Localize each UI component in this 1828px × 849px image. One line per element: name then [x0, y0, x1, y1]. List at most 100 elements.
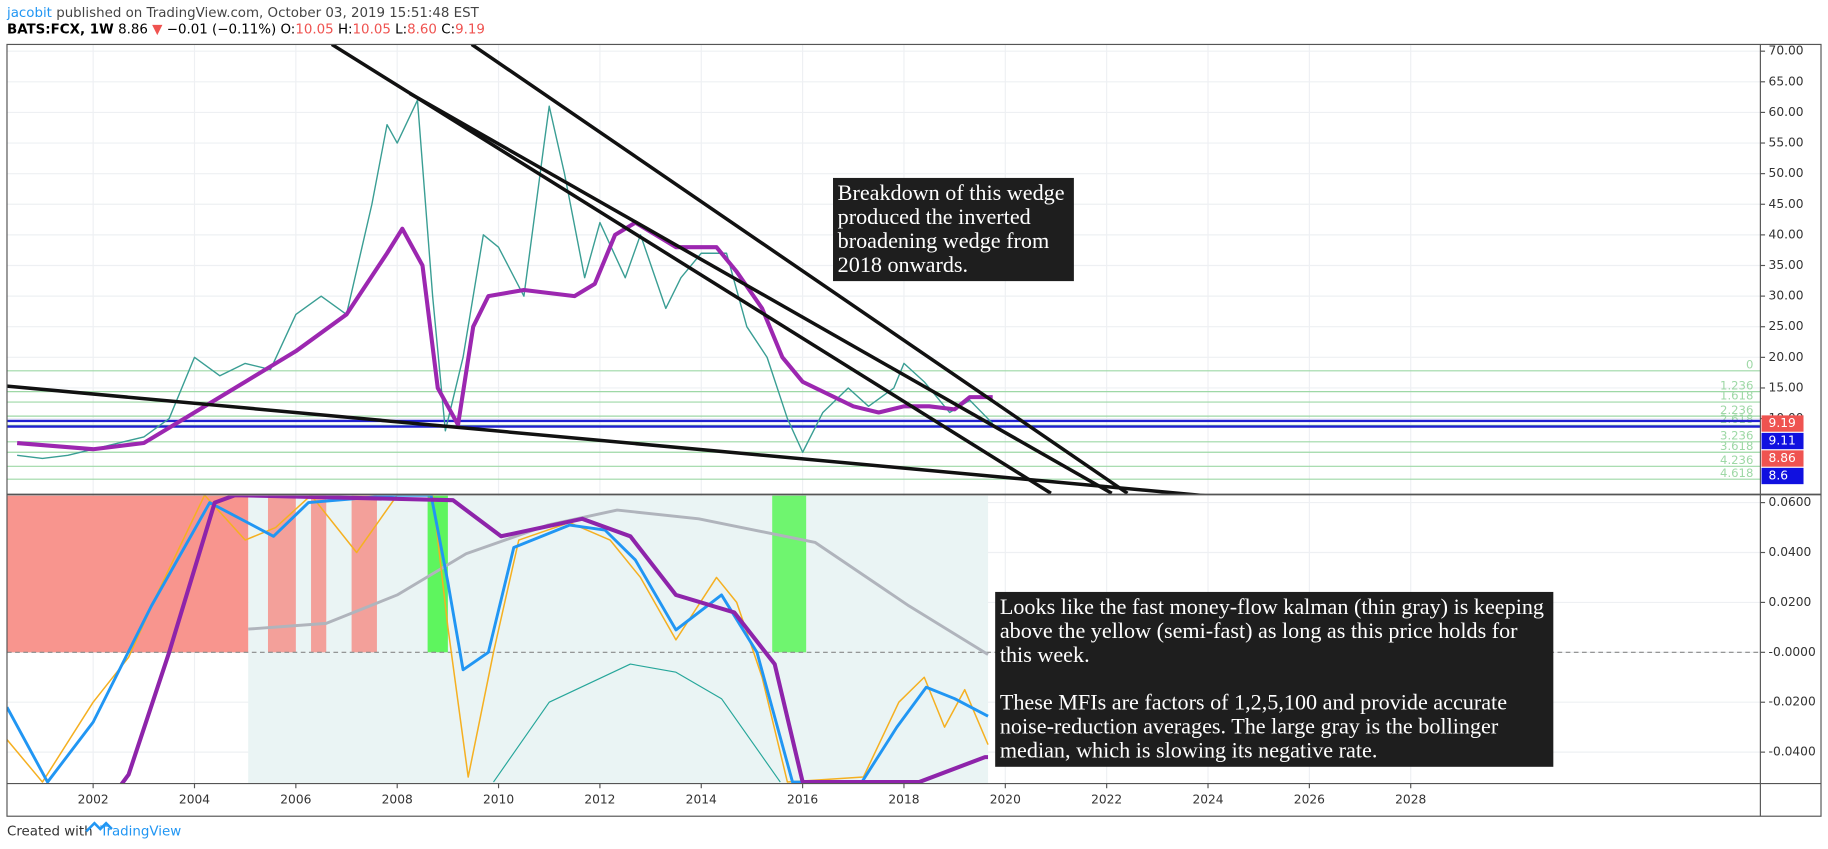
published: published on TradingView.com, October 03…	[52, 6, 480, 21]
change-arrow: ▼	[152, 22, 163, 37]
series-line	[6, 495, 989, 783]
annotation-text: Breakdown of this wedge	[838, 180, 1065, 205]
trendline	[409, 91, 1113, 495]
y-tick-label: 50.00	[1769, 166, 1804, 180]
x-tick-label: 2006	[280, 792, 311, 806]
y-tick-label: 40.00	[1769, 227, 1804, 241]
fib-label: 2.618	[1720, 412, 1753, 426]
annotation-text: produced the inverted	[838, 204, 1031, 229]
annotation-text: median, which is slowing its negative ra…	[1000, 737, 1378, 762]
low: 8.60	[407, 22, 437, 37]
foreground-layer: 10.0015.0020.0025.0030.0035.0040.0045.00…	[78, 44, 1816, 807]
change: −0.01 (−0.11%)	[167, 22, 277, 37]
x-tick-label: 2014	[686, 792, 717, 806]
high-label: H:	[338, 22, 353, 37]
price-label-box	[1761, 432, 1804, 450]
brand-logo	[85, 821, 113, 833]
trendline	[6, 384, 1206, 495]
annotation-text: These MFIs are factors of 1,2,5,100 and …	[1000, 690, 1507, 715]
series-line	[119, 495, 989, 784]
zone	[427, 495, 448, 653]
series-line	[17, 99, 994, 460]
series-line	[493, 663, 781, 783]
zone	[772, 495, 807, 653]
close-label: C:	[441, 22, 455, 37]
annotation-box	[995, 591, 1554, 767]
annotation-text: Looks like the fast money-flow kalman (t…	[1000, 594, 1544, 619]
y-tick-label: 0.0200	[1769, 595, 1812, 609]
fib-label: 4.618	[1720, 466, 1753, 480]
x-tick-label: 2028	[1395, 792, 1426, 806]
zone	[311, 495, 327, 653]
x-tick-label: 2008	[382, 792, 413, 806]
y-tick-label: 0.0400	[1769, 545, 1812, 559]
y-tick-label: -0.0000	[1769, 645, 1816, 659]
x-tick-label: 2004	[179, 792, 210, 806]
price-label-box	[1761, 467, 1804, 485]
y-tick-label: 70.00	[1769, 44, 1804, 58]
annotation-text: broadening wedge from	[838, 228, 1049, 253]
x-tick-label: 2016	[787, 792, 818, 806]
zone	[351, 495, 377, 653]
fib-label: 3.236	[1720, 429, 1753, 443]
trendline	[470, 44, 1129, 495]
x-tick-label: 2022	[1091, 792, 1122, 806]
x-tick-label: 2026	[1294, 792, 1325, 806]
header-line-1: jacobit published on TradingView.com, Oc…	[6, 6, 480, 21]
low-label: L:	[395, 22, 407, 37]
y-tick-label: 45.00	[1769, 197, 1804, 211]
price-label: 8.6	[1769, 469, 1789, 483]
y-tick-label: 35.00	[1769, 258, 1804, 272]
series-line	[16, 220, 993, 452]
open: 10.05	[295, 22, 333, 37]
fib-label: 2.236	[1720, 403, 1753, 417]
x-tick-label: 2010	[483, 792, 514, 806]
frame	[6, 43, 1822, 817]
annotation-box	[833, 177, 1074, 282]
x-tick-label: 2020	[990, 792, 1021, 806]
annotation-text: noise-reduction averages. The large gray…	[1000, 714, 1499, 739]
price-label: 8.86	[1769, 451, 1796, 465]
y-tick-label: 0.0600	[1769, 495, 1812, 509]
fib-label: 0	[1746, 357, 1753, 371]
y-tick-label: 30.00	[1769, 289, 1804, 303]
y-tick-label: -0.0400	[1769, 745, 1816, 759]
fib-label: 1.236	[1720, 378, 1753, 392]
footer-created: Created with	[7, 824, 93, 839]
y-tick-label: 65.00	[1769, 74, 1804, 88]
author: jacobit	[6, 6, 52, 21]
footer: Created with	[7, 824, 93, 839]
header-line-2: BATS:FCX, 1W 8.86 ▼ −0.01 (−0.11%) O:10.…	[7, 22, 485, 37]
annotation-text: 2018 onwards.	[838, 252, 968, 277]
y-tick-label: 60.00	[1769, 105, 1804, 119]
footer-brand: TradingView	[99, 824, 181, 839]
y-tick-label: 15.00	[1769, 380, 1804, 394]
fib-label: 3.618	[1720, 439, 1753, 453]
fib-label: 4.236	[1720, 453, 1753, 467]
close: 9.19	[455, 22, 485, 37]
y-tick-label: 55.00	[1769, 136, 1804, 150]
x-tick-label: 2002	[78, 792, 109, 806]
annotation-text: above the yellow (semi-fast) as long as …	[1000, 618, 1518, 643]
axes	[6, 43, 1822, 817]
y-tick-label: 20.00	[1769, 350, 1804, 364]
y-tick-label: 25.00	[1769, 319, 1804, 333]
annotation-text: this week.	[1000, 642, 1090, 667]
price-label-box	[1761, 415, 1804, 432]
price-label-box	[1761, 450, 1804, 467]
open-label: O:	[281, 22, 296, 37]
symbol: BATS:FCX, 1W	[7, 22, 114, 37]
price: 8.86	[118, 22, 148, 37]
price-label: 9.11	[1769, 434, 1796, 448]
fib-label: 1.618	[1720, 389, 1753, 403]
y-tick-label: -0.0200	[1769, 695, 1816, 709]
price-label: 9.19	[1769, 416, 1796, 430]
x-tick-label: 2012	[584, 792, 615, 806]
mfi-pane	[6, 495, 1761, 784]
high: 10.05	[353, 22, 391, 37]
x-tick-label: 2024	[1192, 792, 1223, 806]
x-tick-label: 2018	[888, 792, 919, 806]
